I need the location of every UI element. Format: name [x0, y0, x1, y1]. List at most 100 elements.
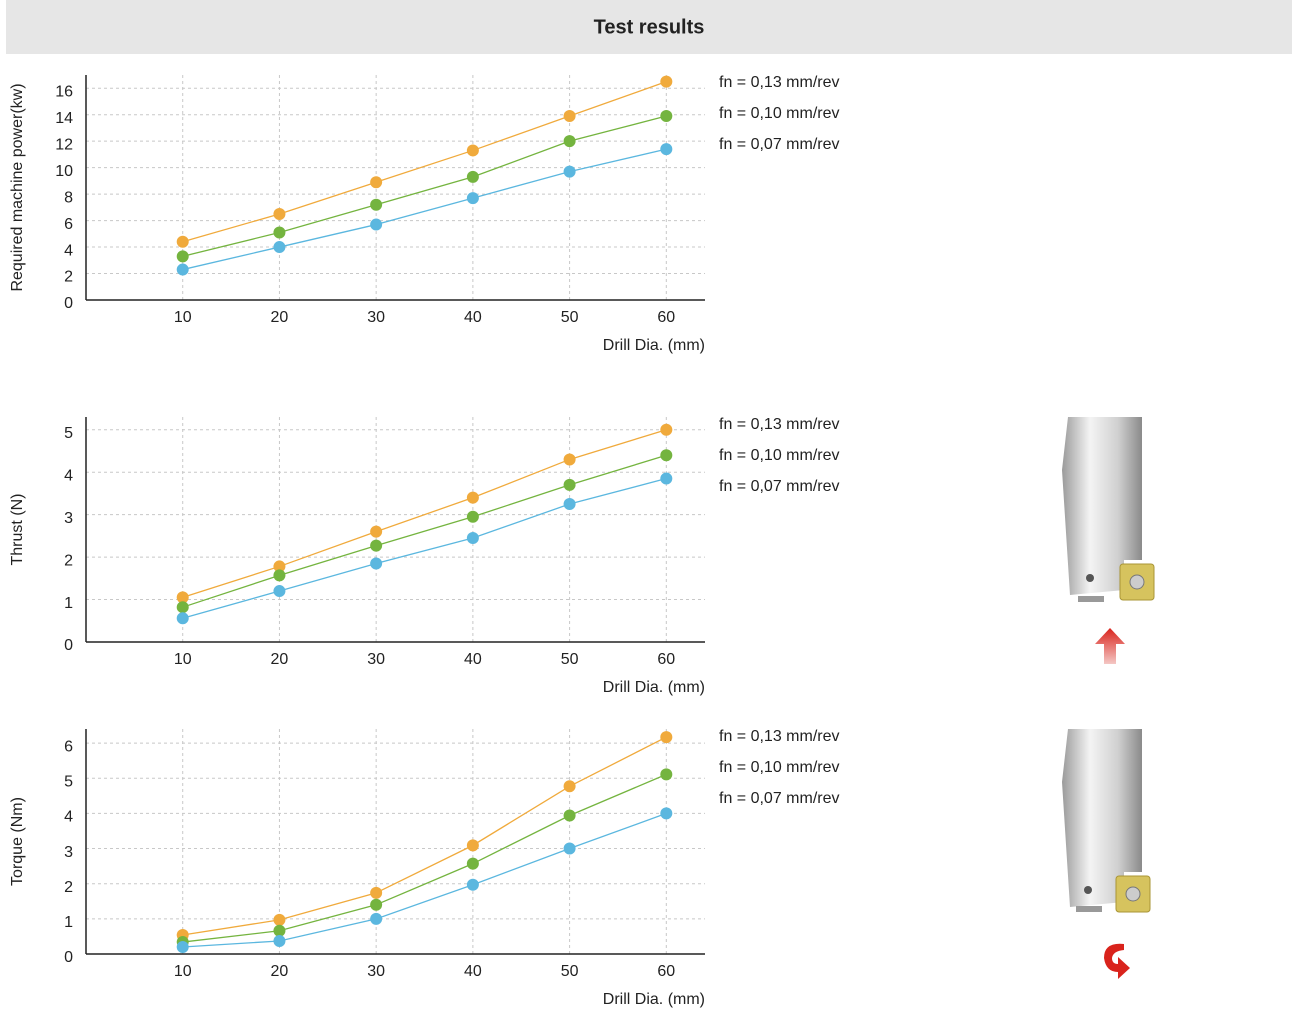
- series-line: [183, 430, 667, 598]
- series-line: [183, 479, 667, 619]
- data-point: [660, 807, 672, 819]
- drill-image: [1062, 417, 1154, 602]
- data-point: [370, 887, 382, 899]
- data-point: [177, 941, 189, 953]
- data-point: [660, 143, 672, 155]
- y-tick-label: 4: [64, 467, 73, 484]
- y-axis-label: Torque (Nm): [9, 797, 26, 886]
- data-point: [370, 526, 382, 538]
- y-tick-label: 12: [55, 136, 73, 153]
- thrust-arrow: [1095, 628, 1125, 664]
- data-point: [273, 935, 285, 947]
- data-point: [564, 166, 576, 178]
- data-point: [660, 473, 672, 485]
- data-point: [273, 208, 285, 220]
- data-point: [564, 809, 576, 821]
- data-point: [177, 612, 189, 624]
- torque-arrow: [1104, 944, 1130, 979]
- data-point: [467, 511, 479, 523]
- legend-entry: fn = 0,10 mm/rev: [719, 759, 840, 776]
- screen: Test results 0246810121416102030405060Dr…: [0, 0, 1292, 1013]
- y-tick-label: 2: [64, 879, 73, 896]
- legend-entry: fn = 0,07 mm/rev: [719, 790, 840, 807]
- data-point: [660, 731, 672, 743]
- y-tick-label: 5: [64, 773, 73, 790]
- y-tick-label: 4: [64, 809, 73, 826]
- data-point: [177, 250, 189, 262]
- x-tick-label: 30: [367, 963, 385, 980]
- y-tick-label: 0: [64, 295, 73, 312]
- y-tick-label: 6: [64, 738, 73, 755]
- data-point: [467, 839, 479, 851]
- data-point: [564, 479, 576, 491]
- x-tick-label: 10: [174, 309, 192, 326]
- legend-entry: fn = 0,10 mm/rev: [719, 105, 840, 122]
- legend-entry: fn = 0,10 mm/rev: [719, 447, 840, 464]
- y-axis-label: Required machine power(kw): [9, 83, 26, 291]
- x-tick-label: 20: [271, 309, 289, 326]
- data-point: [177, 601, 189, 613]
- page: Test results 0246810121416102030405060Dr…: [0, 0, 1292, 1013]
- x-tick-label: 40: [464, 651, 482, 668]
- x-tick-label: 50: [561, 963, 579, 980]
- data-point: [660, 449, 672, 461]
- chart: 0123456102030405060Drill Dia. (mm)Torque…: [9, 728, 839, 1008]
- data-point: [370, 176, 382, 188]
- x-tick-label: 30: [367, 309, 385, 326]
- series-line: [183, 774, 667, 942]
- x-tick-label: 50: [561, 309, 579, 326]
- y-axis-label: Thrust (N): [9, 494, 26, 566]
- data-point: [467, 192, 479, 204]
- y-tick-label: 5: [64, 425, 73, 442]
- x-tick-label: 10: [174, 651, 192, 668]
- series-line: [183, 82, 667, 242]
- data-point: [177, 264, 189, 276]
- series-line: [183, 737, 667, 935]
- data-point: [273, 914, 285, 926]
- y-tick-label: 2: [64, 552, 73, 569]
- page-title: Test results: [594, 16, 705, 38]
- data-point: [177, 236, 189, 248]
- y-tick-label: 10: [55, 163, 73, 180]
- data-point: [660, 424, 672, 436]
- data-point: [660, 768, 672, 780]
- x-tick-label: 60: [657, 963, 675, 980]
- data-point: [370, 540, 382, 552]
- legend-entry: fn = 0,13 mm/rev: [719, 416, 840, 433]
- data-point: [660, 76, 672, 88]
- y-tick-label: 2: [64, 269, 73, 286]
- y-tick-label: 1: [64, 595, 73, 612]
- data-point: [467, 532, 479, 544]
- x-tick-label: 40: [464, 963, 482, 980]
- series-line: [183, 813, 667, 947]
- data-point: [564, 110, 576, 122]
- data-point: [273, 569, 285, 581]
- y-tick-label: 8: [64, 189, 73, 206]
- x-axis-label: Drill Dia. (mm): [603, 679, 705, 696]
- y-tick-label: 14: [55, 110, 73, 127]
- y-tick-label: 1: [64, 914, 73, 931]
- data-point: [273, 241, 285, 253]
- data-point: [273, 227, 285, 239]
- x-tick-label: 50: [561, 651, 579, 668]
- x-axis-label: Drill Dia. (mm): [603, 991, 705, 1008]
- y-tick-label: 16: [55, 83, 73, 100]
- x-tick-label: 30: [367, 651, 385, 668]
- legend-entry: fn = 0,07 mm/rev: [719, 478, 840, 495]
- x-axis-label: Drill Dia. (mm): [603, 337, 705, 354]
- data-point: [370, 899, 382, 911]
- data-point: [564, 453, 576, 465]
- x-tick-label: 60: [657, 651, 675, 668]
- legend-entry: fn = 0,13 mm/rev: [719, 728, 840, 745]
- data-point: [370, 199, 382, 211]
- data-point: [467, 171, 479, 183]
- data-point: [467, 144, 479, 156]
- data-point: [370, 557, 382, 569]
- drill-image: [1062, 729, 1150, 912]
- y-tick-label: 6: [64, 216, 73, 233]
- data-point: [564, 780, 576, 792]
- data-point: [564, 135, 576, 147]
- x-tick-label: 20: [271, 963, 289, 980]
